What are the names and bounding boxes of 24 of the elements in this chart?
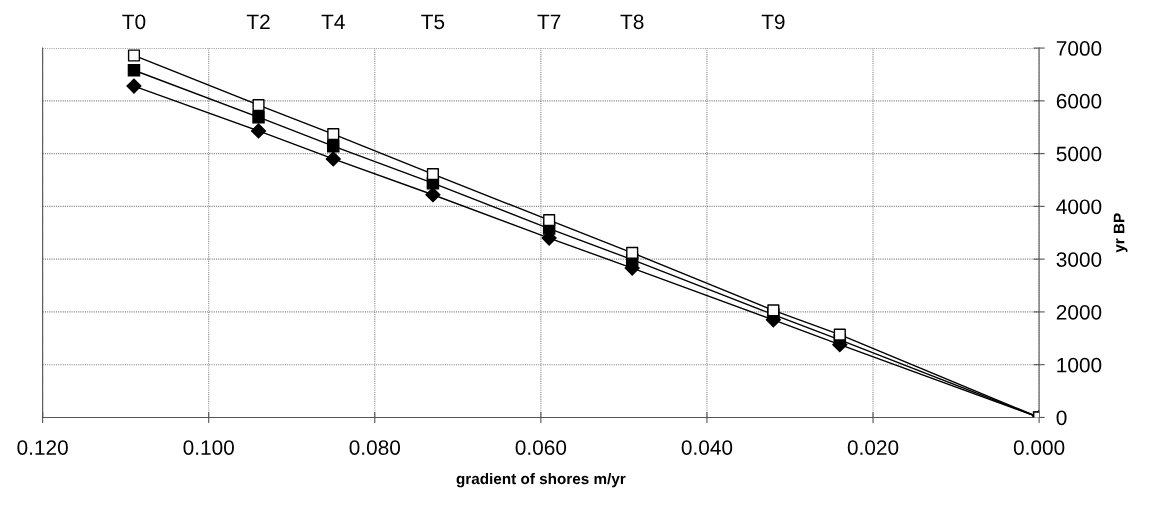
text: T8 xyxy=(620,14,644,30)
y-tick-label: 4000 xyxy=(1056,199,1102,215)
x-tick-label: 0.000 xyxy=(1013,440,1065,455)
text: T9 xyxy=(761,14,785,30)
x-tick-label: 0.040 xyxy=(681,440,733,455)
text: T4 xyxy=(321,14,345,29)
x-tick-label: 0.020 xyxy=(847,440,899,455)
y-tick-label: 5000 xyxy=(1056,146,1102,162)
y-tick-label: 6000 xyxy=(1056,93,1102,109)
y-tick-label: 7000 xyxy=(1056,41,1102,56)
text: T5 xyxy=(421,14,445,30)
x-tick-label: 0.100 xyxy=(183,440,234,455)
y-axis-title: yr BP xyxy=(1113,213,1128,253)
x-axis-title: gradient of shores m/yr xyxy=(456,472,626,488)
text: T0 xyxy=(122,14,146,30)
x-tick-label: 0.120 xyxy=(17,440,68,455)
x-tick-label: 0.060 xyxy=(515,440,567,455)
text: T7 xyxy=(537,14,561,29)
y-tick-label: 1000 xyxy=(1057,357,1102,373)
x-tick-label: 0.080 xyxy=(349,440,401,455)
y-tick-label: 2000 xyxy=(1056,304,1102,320)
y-tick-label: 0 xyxy=(1056,410,1067,426)
text: T2 xyxy=(246,14,270,29)
y-tick-label: 3000 xyxy=(1056,252,1102,267)
